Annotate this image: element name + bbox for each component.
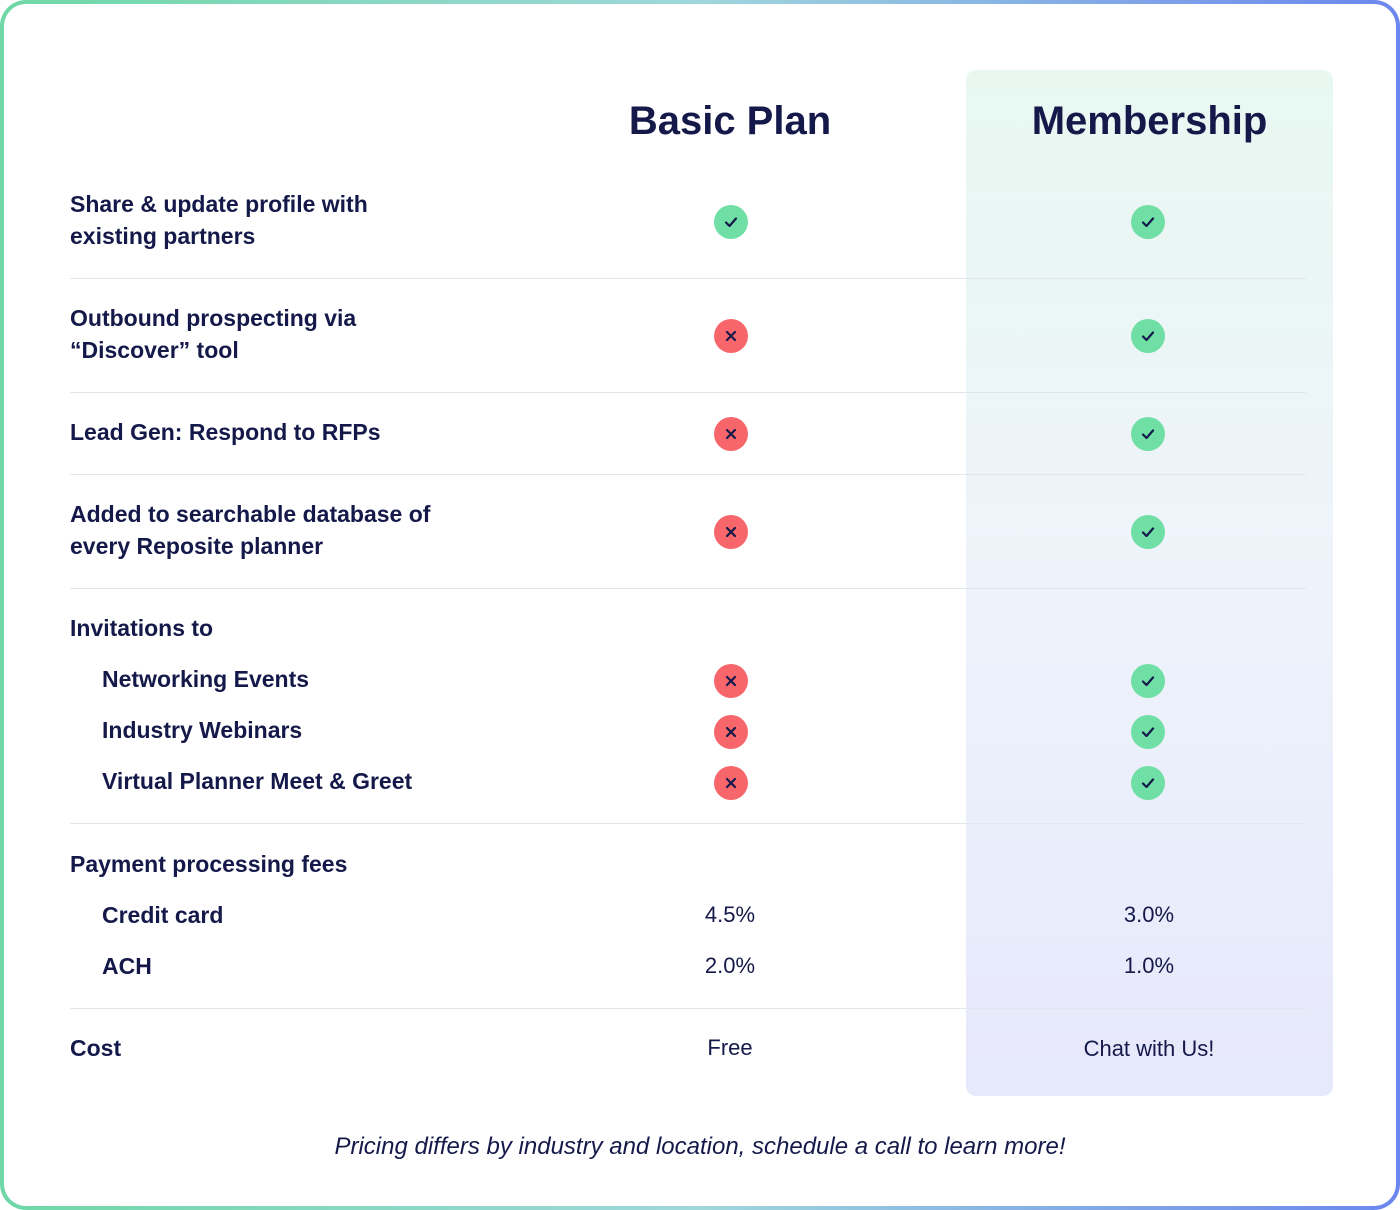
row-divider [70,392,1306,393]
row-label-share-profile: Share & update profile with existing par… [70,191,368,249]
check-icon [1131,664,1165,698]
cross-icon [714,766,748,800]
check-icon [1131,417,1165,451]
row-divider [70,823,1306,824]
row-divider [70,1008,1306,1009]
row-label-credit-card: Credit card [102,902,224,928]
row-label-virtual-meet-greet: Virtual Planner Meet & Greet [102,768,413,794]
row-divider [70,588,1306,589]
check-icon [1131,515,1165,549]
basic-plan-heading: Basic Plan [628,99,832,143]
row-label-database: Added to searchable database of every Re… [70,501,431,559]
cross-icon [714,715,748,749]
row-divider [70,474,1306,475]
check-icon [1131,319,1165,353]
cross-icon [714,664,748,698]
membership-ach-fee: 1.0% [1123,953,1175,978]
row-label-invitations: Invitations to [70,615,214,641]
row-label-ach: ACH [102,953,152,979]
check-icon [714,205,748,239]
membership-heading: Membership [1031,99,1268,143]
basic-credit-card-fee: 4.5% [704,902,756,927]
membership-credit-card-fee: 3.0% [1123,902,1175,927]
cross-icon [714,515,748,549]
row-label-outbound: Outbound prospecting via “Discover” tool [70,305,357,363]
row-label-industry-webinars: Industry Webinars [102,717,303,743]
check-icon [1131,205,1165,239]
basic-cost: Free [707,1035,753,1060]
check-icon [1131,766,1165,800]
check-icon [1131,715,1165,749]
basic-ach-fee: 2.0% [704,953,756,978]
pricing-footnote: Pricing differs by industry and location… [334,1133,1066,1160]
row-divider [70,278,1306,279]
membership-column-highlight [966,70,1333,1096]
row-label-networking-events: Networking Events [102,666,310,692]
row-label-lead-gen: Lead Gen: Respond to RFPs [70,419,381,445]
row-label-payment-fees: Payment processing fees [70,851,348,877]
comparison-card: Basic Plan Membership Share & update pro… [4,4,1396,1206]
chat-with-us-link[interactable]: Chat with Us! [1083,1036,1215,1061]
cross-icon [714,319,748,353]
cross-icon [714,417,748,451]
row-label-cost: Cost [70,1035,122,1061]
